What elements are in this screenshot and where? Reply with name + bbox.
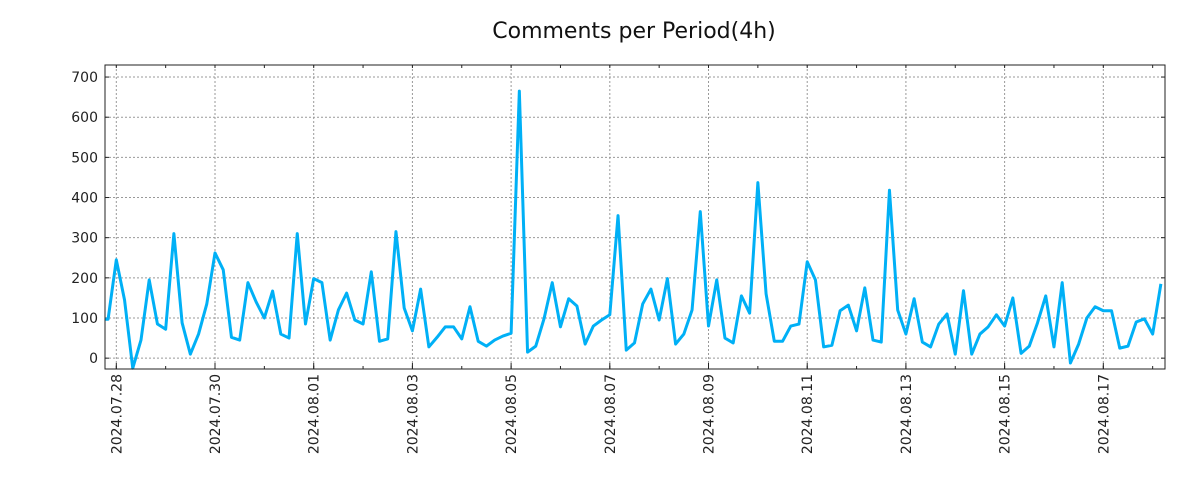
x-axis: 2024.07.28 2024.07.30 2024.08.01 2024.08.03… bbox=[109, 65, 1154, 454]
x-tick-label: 2024.08.03 bbox=[405, 374, 421, 454]
y-tick-label: 500 bbox=[71, 150, 98, 166]
x-tick-label: 2024.07.28 bbox=[109, 374, 125, 454]
y-axis: 0 100 200 300 400 500 600 700 bbox=[71, 70, 1165, 367]
grid bbox=[105, 65, 1165, 369]
plot-frame bbox=[104, 64, 1166, 370]
x-tick-label: 2024.08.07 bbox=[603, 374, 619, 454]
x-tick-label: 2024.08.15 bbox=[998, 374, 1014, 454]
y-tick-label: 400 bbox=[71, 191, 98, 207]
y-tick-label: 0 bbox=[89, 351, 98, 367]
chart-title: Comments per Period(4h) bbox=[492, 19, 776, 44]
y-tick-label: 300 bbox=[71, 231, 98, 247]
x-tick-label: 2024.08.17 bbox=[1096, 374, 1112, 454]
y-tick-label: 100 bbox=[71, 311, 98, 327]
series-line-comments bbox=[105, 89, 1163, 370]
y-tick-label: 700 bbox=[71, 70, 98, 86]
x-tick-label: 2024.07.30 bbox=[208, 374, 224, 454]
x-tick-label: 2024.08.13 bbox=[899, 374, 915, 454]
x-tick-label: 2024.08.11 bbox=[800, 374, 816, 454]
x-tick-label: 2024.08.05 bbox=[504, 374, 520, 454]
y-tick-label: 200 bbox=[71, 271, 98, 287]
series bbox=[105, 89, 1163, 370]
y-tick-label: 600 bbox=[71, 110, 98, 126]
x-tick-label: 2024.08.09 bbox=[702, 374, 718, 454]
x-tick-label: 2024.08.01 bbox=[307, 374, 323, 454]
